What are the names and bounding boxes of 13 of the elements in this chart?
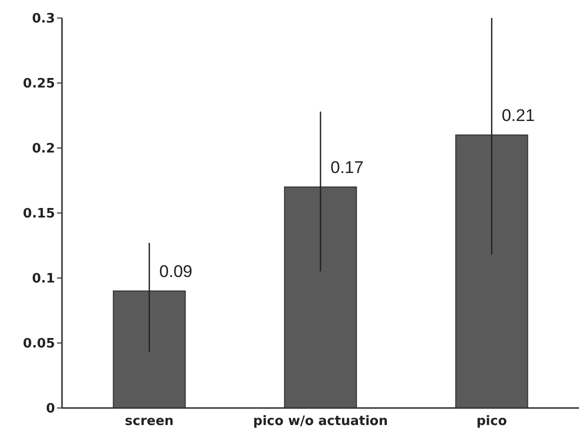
- y-tick-label: 0.3: [32, 12, 55, 27]
- data-label: 0.21: [502, 106, 535, 125]
- y-tick-label: 0.25: [22, 76, 55, 92]
- y-tick-label: 0: [46, 402, 55, 417]
- y-tick-label: 0.1: [32, 272, 55, 287]
- y-tick-label: 0.05: [22, 336, 55, 352]
- y-tick-label: 0.15: [22, 206, 55, 222]
- data-label: 0.17: [330, 158, 364, 177]
- y-tick-label: 0.2: [32, 142, 55, 157]
- x-tick-label: pico: [476, 414, 507, 429]
- x-tick-label: screen: [124, 414, 174, 429]
- x-tick-label: pico w/o actuation: [253, 414, 388, 429]
- data-label: 0.09: [159, 262, 192, 281]
